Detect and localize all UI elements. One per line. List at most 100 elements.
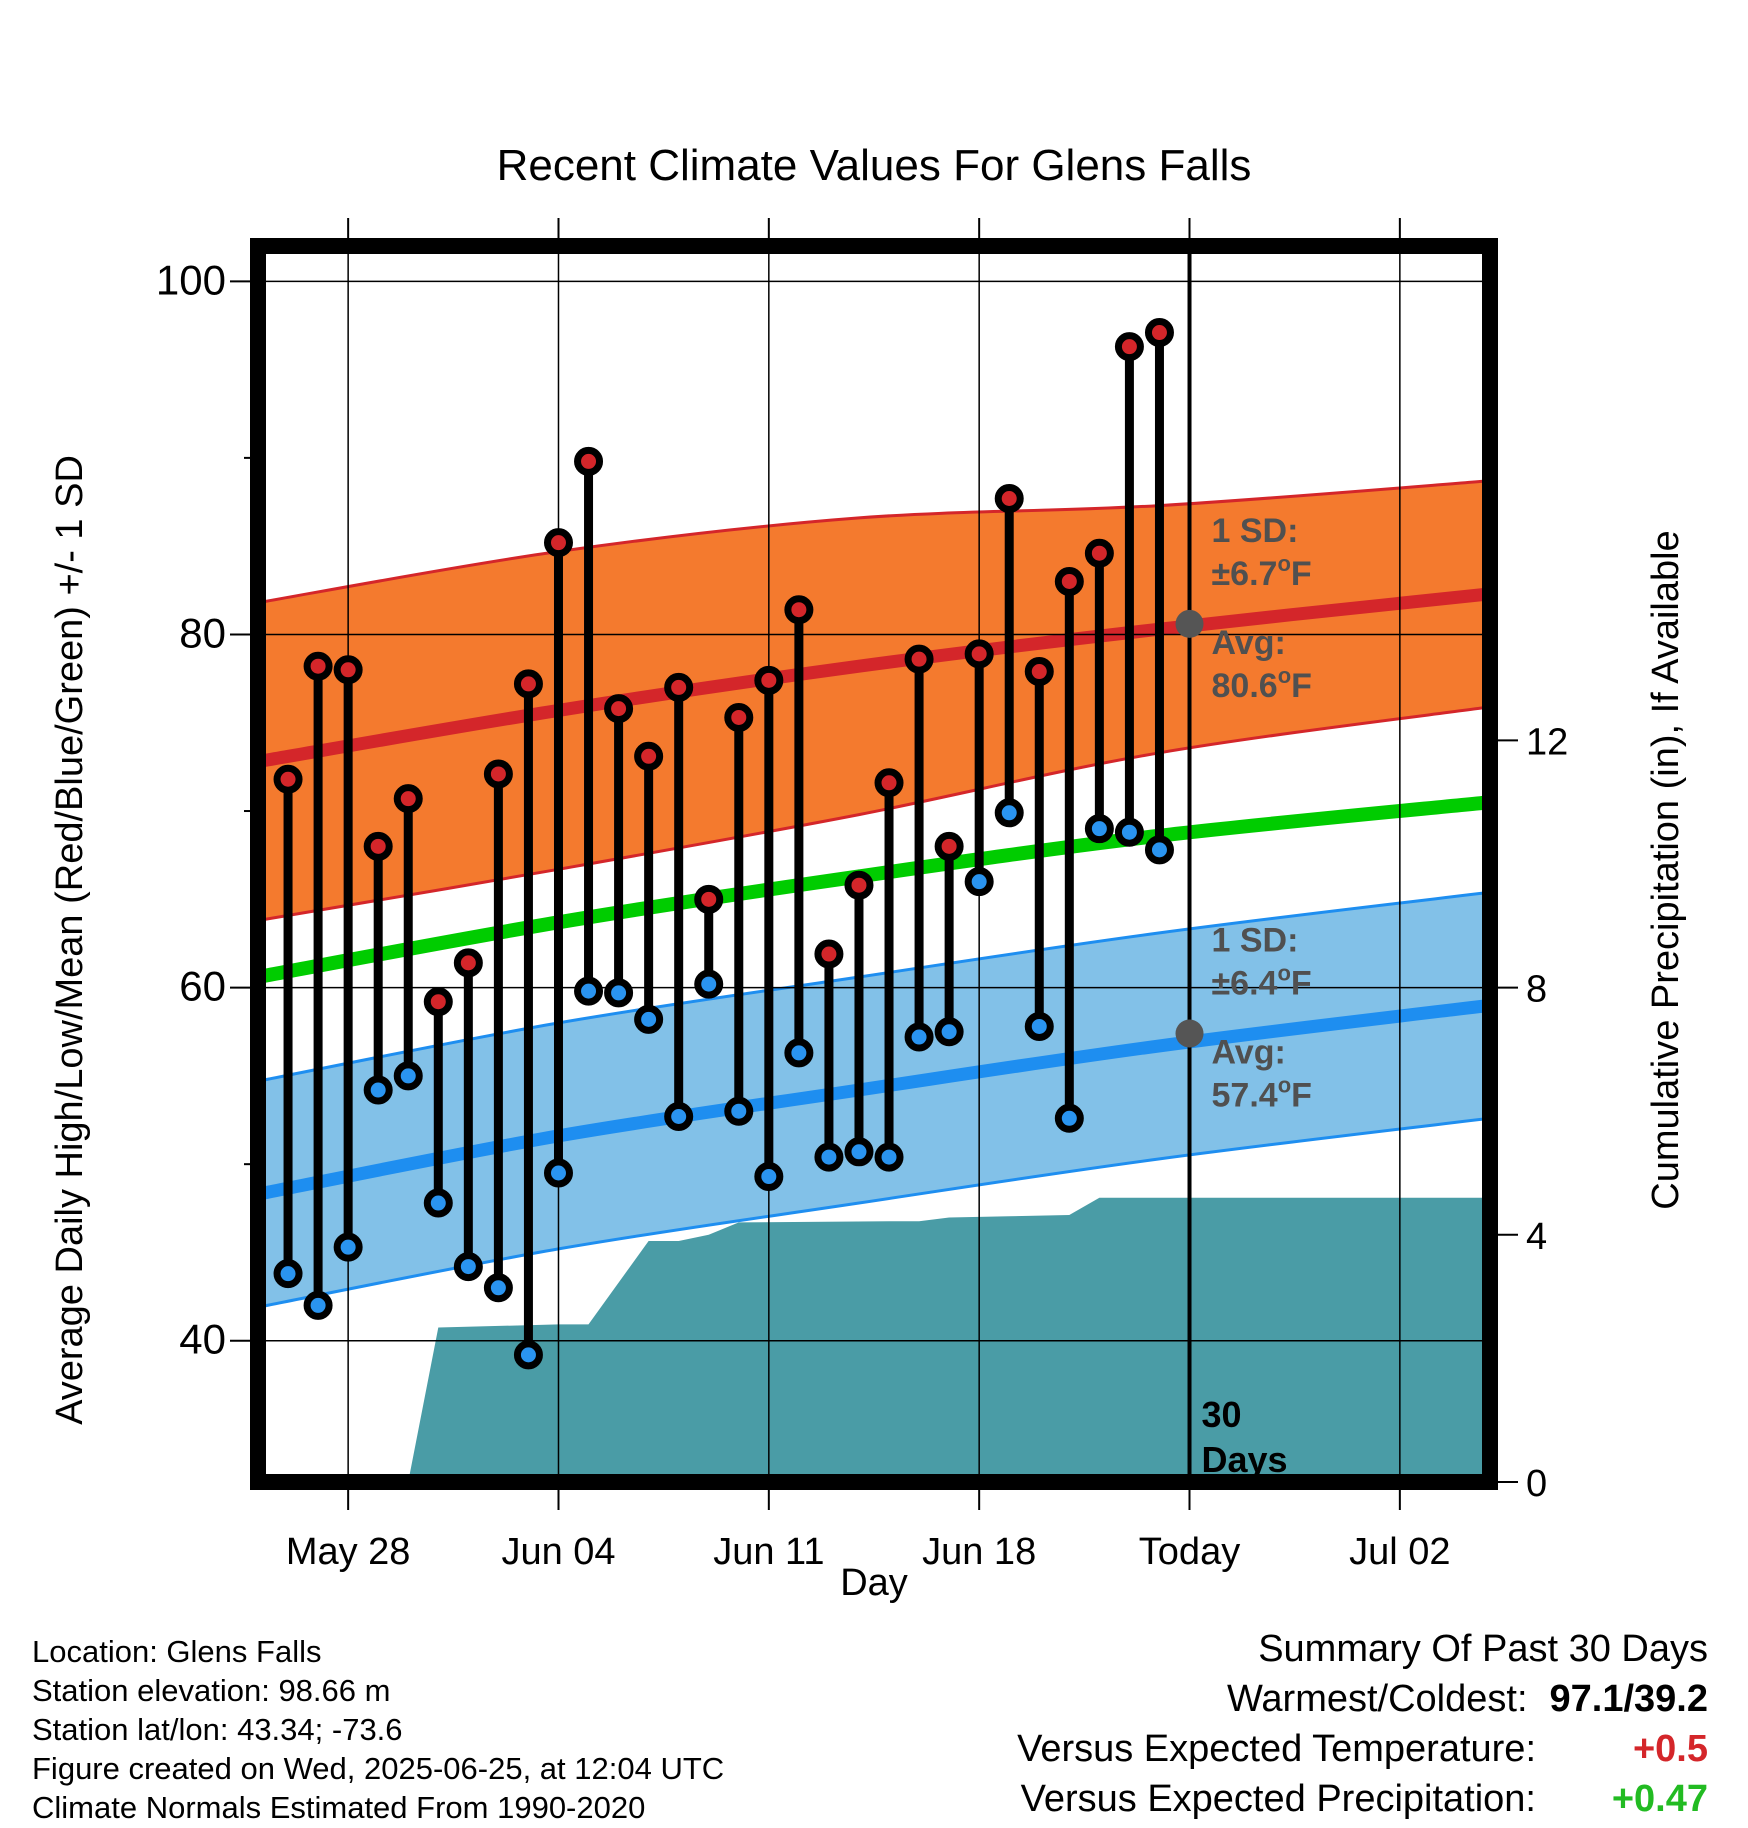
daily-low-point [994, 798, 1024, 828]
high-today-marker [1175, 609, 1204, 638]
daily-low-point [1144, 835, 1174, 865]
daily-bar [664, 672, 694, 1131]
station-info: Location: Glens Falls Station elevation:… [32, 1632, 724, 1827]
daily-low-point [664, 1101, 694, 1131]
low-sd-value: ±6.4oF [1212, 961, 1312, 1003]
precip-anomaly-value: +0.47 [1611, 1778, 1708, 1820]
daily-low-point [543, 1158, 573, 1188]
daily-high-point [964, 639, 994, 669]
today-days-number: 30 [1202, 1394, 1242, 1435]
left-tick-label: 60 [179, 963, 226, 1010]
daily-low-point [1084, 814, 1114, 844]
right-tick-label: 8 [1526, 969, 1547, 1011]
daily-high-point [513, 669, 543, 699]
daily-low-point [904, 1022, 934, 1052]
daily-bar [964, 639, 994, 897]
daily-high-point [724, 702, 754, 732]
daily-low-point [724, 1096, 754, 1126]
temp-anomaly-row: Versus Expected Temperature: +0.5 [1017, 1724, 1708, 1774]
x-tick-label: Today [1139, 1531, 1240, 1573]
today-days-text: Days [1202, 1439, 1288, 1480]
frame-layer [250, 238, 1498, 1490]
daily-low-point [874, 1142, 904, 1172]
daily-low-point [784, 1038, 814, 1068]
daily-bar [393, 784, 423, 1091]
daily-low-point [483, 1273, 513, 1303]
high-normal-band-upper-edge [258, 479, 1490, 605]
daily-bar [994, 483, 1024, 828]
daily-bar [453, 948, 483, 1282]
precip-area-layer [378, 1197, 1490, 1482]
daily-bar [483, 759, 513, 1303]
x-tick-label: Jun 18 [922, 1531, 1036, 1573]
daily-high-point [664, 672, 694, 702]
normals-text: Climate Normals Estimated From 1990-2020 [32, 1790, 646, 1825]
daily-bar [1114, 332, 1144, 847]
daily-high-point [273, 764, 303, 794]
daily-high-point [1084, 538, 1114, 568]
summary-heading: Summary Of Past 30 Days [1258, 1628, 1708, 1670]
daily-high-point [934, 831, 964, 861]
daily-bar [844, 870, 874, 1167]
daily-bar [363, 831, 393, 1105]
daily-high-point [483, 759, 513, 789]
daily-bar [604, 694, 634, 1008]
daily-high-point [1054, 566, 1084, 596]
daily-bar [333, 655, 363, 1262]
daily-bar [904, 644, 934, 1052]
daily-low-point [694, 969, 724, 999]
left-tick-label: 40 [179, 1316, 226, 1363]
precip-anomaly-row: Versus Expected Precipitation: +0.47 [1017, 1774, 1708, 1824]
daily-low-point [964, 867, 994, 897]
daily-high-point [574, 446, 604, 476]
daily-high-point [694, 884, 724, 914]
daily-high-point [303, 651, 333, 681]
daily-high-point [604, 694, 634, 724]
daily-bar [754, 665, 784, 1192]
location-text: Location: Glens Falls [32, 1634, 322, 1669]
warmest-coldest-row: Warmest/Coldest: 97.1/39.2 [1017, 1674, 1708, 1724]
x-tick-label: Jun 11 [713, 1531, 824, 1573]
high-normal-band [258, 480, 1490, 921]
precip-area [378, 1197, 1490, 1482]
daily-low-point [634, 1004, 664, 1034]
right-tick-label: 12 [1526, 721, 1568, 763]
daily-bar [423, 987, 453, 1218]
daily-high-point [634, 741, 664, 771]
left-tick-label: 80 [179, 609, 226, 656]
daily-low-point [423, 1188, 453, 1218]
latlon-text: Station lat/lon: 43.34; -73.6 [32, 1712, 403, 1747]
daily-low-point [604, 978, 634, 1008]
daily-bar [303, 651, 333, 1320]
climate-chart: Recent Climate Values For Glens Falls 1 … [49, 141, 1687, 1604]
daily-low-point [363, 1075, 393, 1105]
daily-high-point [904, 644, 934, 674]
daily-low-point [844, 1137, 874, 1167]
daily-high-point [423, 987, 453, 1017]
daily-bar [1054, 566, 1084, 1133]
x-tick-label: Jul 02 [1349, 1531, 1450, 1573]
daily-low-point [333, 1232, 363, 1262]
daily-bar [1144, 318, 1174, 865]
right-tick-label: 0 [1526, 1463, 1547, 1505]
daily-high-point [393, 784, 423, 814]
high-avg-value: 80.6oF [1212, 663, 1312, 705]
daily-low-point [273, 1259, 303, 1289]
daily-high-point [754, 665, 784, 695]
high-sd-label: 1 SD: [1212, 512, 1299, 550]
right-tick-label: 4 [1526, 1216, 1547, 1258]
daily-low-point [303, 1290, 333, 1320]
daily-bar [724, 702, 754, 1126]
x-tick-label: Jun 04 [501, 1531, 615, 1573]
daily-high-point [994, 483, 1024, 513]
daily-bar [543, 528, 573, 1188]
daily-bar [574, 446, 604, 1006]
low-normal-band [258, 892, 1490, 1308]
daily-bar [1024, 657, 1054, 1041]
daily-values-layer [273, 318, 1174, 1370]
daily-high-point [874, 768, 904, 798]
plot-frame [250, 238, 1498, 1490]
left-tick-label: 100 [156, 256, 226, 303]
daily-high-point [784, 595, 814, 625]
